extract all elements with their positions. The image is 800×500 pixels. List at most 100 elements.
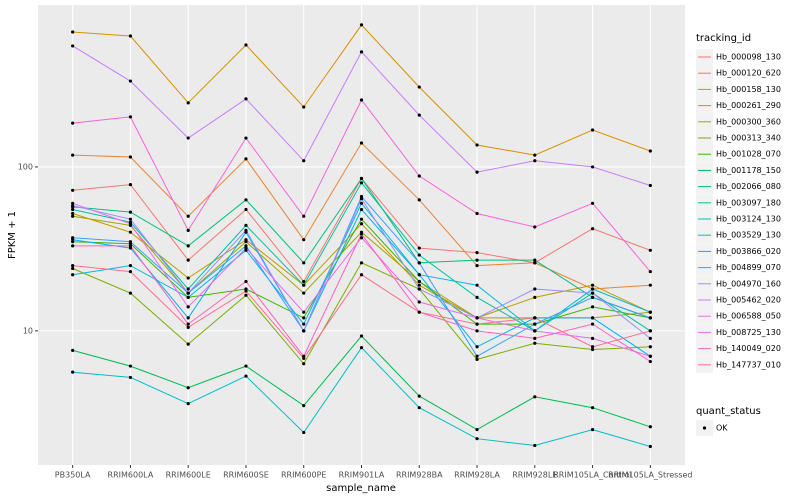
data-point [590,165,595,169]
data-point [533,261,537,265]
data-point [244,228,248,233]
y-tick-label: 10 [23,326,33,335]
data-point [590,295,595,300]
data-point [244,293,248,297]
data-point [417,246,421,250]
legend-label: Hb_002066_080 [716,182,781,191]
data-point [128,246,133,250]
data-point [590,227,595,231]
data-point [590,128,595,132]
data-point [533,159,537,163]
data-point [302,362,306,366]
legend-label: Hb_006588_050 [716,312,781,321]
data-point [128,269,133,274]
data-point [302,261,306,265]
data-point [359,273,364,277]
data-point [359,201,364,205]
data-point [475,258,479,262]
data-point [244,289,248,293]
data-point [475,437,479,441]
x-tick-label: RRIM928LE [512,471,557,480]
data-point [244,43,248,47]
data-point [648,336,652,340]
data-point [302,430,306,435]
data-point [244,374,248,378]
data-point [533,329,537,333]
legend-label: Hb_001178_150 [716,166,781,175]
data-point [71,201,75,205]
data-point [186,291,190,295]
data-point [590,283,595,287]
data-point [244,223,248,227]
data-point [71,44,75,48]
data-point [590,406,595,410]
data-point [590,201,595,205]
data-point [244,198,248,202]
data-point [648,310,652,314]
data-point [359,346,364,350]
data-point [417,406,421,410]
data-point [186,386,190,390]
data-point [533,341,537,345]
data-point [359,141,364,145]
data-point [186,136,190,140]
data-point [475,427,479,432]
data-point [186,342,190,346]
x-tick-label: PB350LA [55,471,91,480]
data-point [128,183,133,187]
data-point [71,266,75,271]
data-point [128,222,133,226]
data-point [128,217,133,221]
data-point [475,251,479,255]
x-tick-label: RRIM105LA_Stressed [608,471,692,480]
data-point [186,258,190,262]
data-point [475,345,479,349]
data-point [648,359,652,364]
data-point [302,283,306,287]
data-point [359,232,364,236]
data-point [128,155,133,159]
data-point [244,157,248,161]
data-point [302,356,306,360]
x-tick-label: RRIM928BA [396,471,443,480]
data-point [359,222,364,226]
data-point [417,261,421,265]
data-point [590,347,595,352]
data-point [475,143,479,147]
data-point [244,97,248,101]
data-point [590,291,595,295]
data-point [417,113,421,117]
data-point [71,273,75,277]
data-point [128,364,133,368]
data-point [302,291,306,295]
legend-label: Hb_000313_340 [716,134,781,143]
data-point [71,207,75,212]
data-point [359,194,364,199]
legend-title: tracking_id [696,33,751,44]
x-tick-label: RRIM600SE [223,471,269,480]
data-point [71,188,75,192]
data-point [186,316,190,320]
data-point [71,204,75,208]
data-point [417,300,421,304]
x-tick-label: RRIM600LE [166,471,211,480]
data-point [648,269,652,274]
data-point [302,279,306,284]
data-point [359,98,364,102]
data-point [533,287,537,291]
data-point [71,214,75,218]
data-point [186,295,190,300]
data-point [244,240,248,244]
data-point [186,287,190,291]
data-point [302,310,306,314]
legend-label: Hb_008725_130 [716,328,781,337]
legend-label: Hb_147737_010 [716,360,781,369]
data-point [475,264,479,268]
data-point [648,149,652,153]
data-point [302,238,306,242]
legend-label: Hb_004899_070 [716,263,781,272]
data-point [475,295,479,300]
data-point [359,176,364,181]
data-point [186,101,190,105]
data-point [417,279,421,284]
